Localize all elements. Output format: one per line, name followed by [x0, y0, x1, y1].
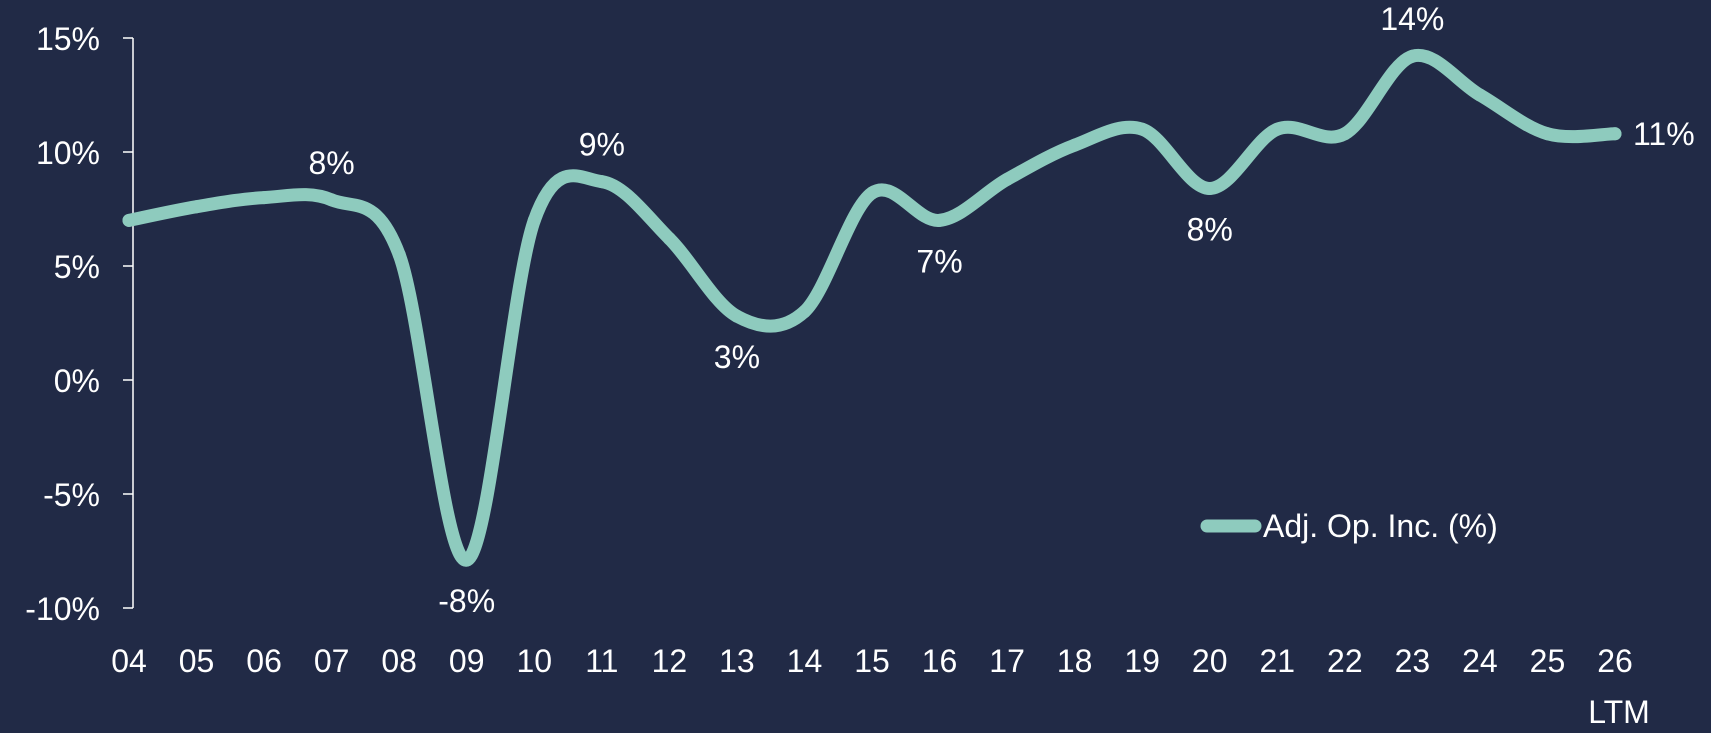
data-point [662, 232, 676, 246]
x-tick-label: 11 [585, 643, 618, 679]
data-point [730, 309, 744, 323]
y-tick-label: 0% [54, 363, 100, 399]
data-label: 3% [714, 339, 760, 375]
data-point [527, 213, 541, 227]
data-point [1608, 127, 1622, 141]
x-tick-label: 14 [787, 643, 823, 679]
x-tick-label: 16 [922, 643, 958, 679]
data-point [1338, 127, 1352, 141]
x-tick-label: 21 [1259, 643, 1295, 679]
x-tick-label: 05 [179, 643, 215, 679]
legend: Adj. Op. Inc. (%) [1200, 508, 1498, 544]
y-tick-label: 10% [36, 135, 100, 171]
data-label: 7% [916, 243, 962, 279]
x-tick-label: 20 [1192, 643, 1228, 679]
y-tick-label: 5% [54, 249, 100, 285]
data-point [1540, 127, 1554, 141]
data-point [865, 186, 879, 200]
data-point [1270, 122, 1284, 136]
x-tick-label: 12 [652, 643, 688, 679]
data-point [933, 213, 947, 227]
data-point [1405, 49, 1419, 63]
data-point [1473, 88, 1487, 102]
data-point [1068, 138, 1082, 152]
data-point [257, 191, 271, 205]
data-label: 9% [579, 127, 625, 163]
data-point [1000, 172, 1014, 186]
x-tick-sublabel: LTM [1588, 694, 1650, 728]
y-tick-label: -10% [25, 591, 100, 627]
x-tick-label: 23 [1395, 643, 1431, 679]
data-label: 8% [309, 145, 355, 181]
x-tick-label: 19 [1124, 643, 1160, 679]
data-point [1203, 181, 1217, 195]
data-point [190, 200, 204, 214]
x-tick-label: 17 [989, 643, 1025, 679]
data-point [122, 213, 136, 227]
x-tick-label: 10 [516, 643, 552, 679]
data-label: 8% [1187, 211, 1233, 247]
data-point [797, 305, 811, 319]
x-tick-label: 08 [381, 643, 417, 679]
x-tick-label: 07 [314, 643, 350, 679]
data-point [325, 193, 339, 207]
y-tick-label: -5% [43, 477, 100, 513]
x-tick-label: 13 [719, 643, 755, 679]
series-line [122, 48, 1622, 567]
data-point [392, 248, 406, 262]
data-label: 14% [1380, 1, 1444, 37]
data-label: 11% [1633, 116, 1695, 152]
y-axis-ticks: -10% -5% 0% 5% 10% 15% [25, 21, 133, 627]
x-axis-ticks: 04 05 06 07 08 09 10 11 12 13 14 15 16 17 18 19 20 21 22 23… [111, 643, 1650, 730]
data-labels: 8% -8% 9% 3% 7% 8% 14% 11% [309, 1, 1695, 619]
x-tick-label: 18 [1057, 643, 1093, 679]
x-tick-label: 06 [246, 643, 282, 679]
x-tick-label: 15 [854, 643, 890, 679]
legend-label: Adj. Op. Inc. (%) [1263, 508, 1498, 544]
x-tick-label: 26 [1597, 643, 1633, 679]
data-point [1135, 122, 1149, 136]
x-tick-label: 09 [449, 643, 485, 679]
y-tick-label: 15% [36, 21, 100, 57]
x-tick-label: 25 [1530, 643, 1566, 679]
series-layer [122, 48, 1622, 567]
data-point [460, 553, 474, 567]
data-point [595, 175, 609, 189]
x-tick-label: 22 [1327, 643, 1363, 679]
x-tick-label: 24 [1462, 643, 1498, 679]
data-label: -8% [438, 583, 495, 619]
x-tick-label: 04 [111, 643, 147, 679]
